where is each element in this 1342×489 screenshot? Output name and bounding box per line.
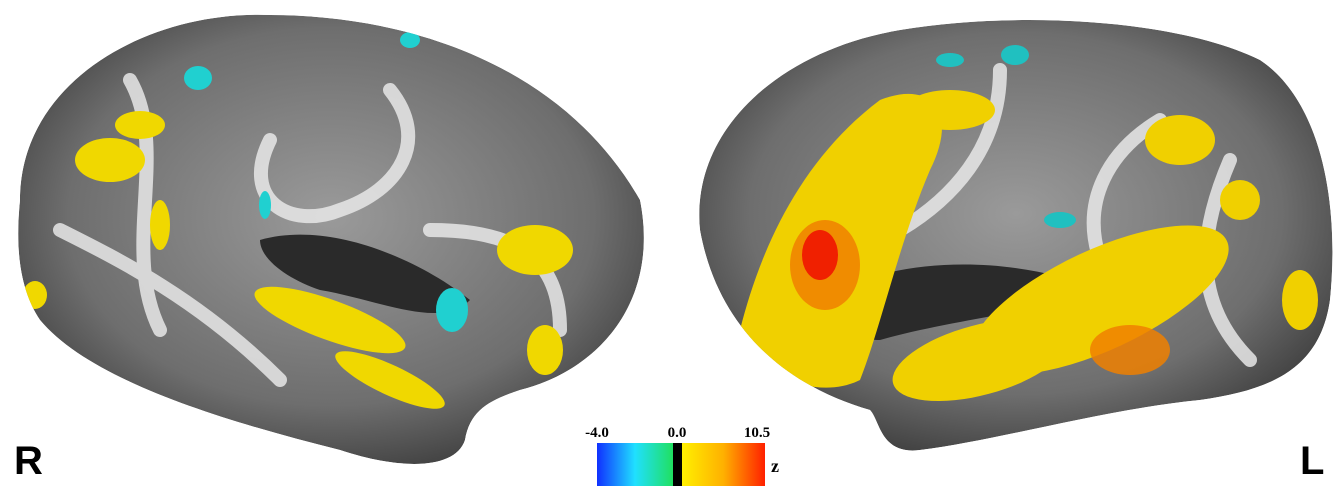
hemisphere-label: L: [1300, 439, 1324, 483]
right-hemisphere: [18, 14, 644, 464]
colorbar-tick: 0.0: [668, 425, 687, 441]
colorbar: -4.0 0.0 10.5 z: [585, 425, 779, 486]
colorbar-unit: z: [771, 456, 779, 476]
colorbar-zero: [673, 443, 682, 486]
hemisphere-label: R: [14, 439, 43, 483]
colorbar-negative: [597, 443, 673, 486]
colorbar-positive: [682, 443, 765, 486]
left-hemisphere: [699, 20, 1333, 451]
colorbar-tick: -4.0: [585, 425, 609, 441]
colorbar-tick: 10.5: [744, 425, 770, 441]
